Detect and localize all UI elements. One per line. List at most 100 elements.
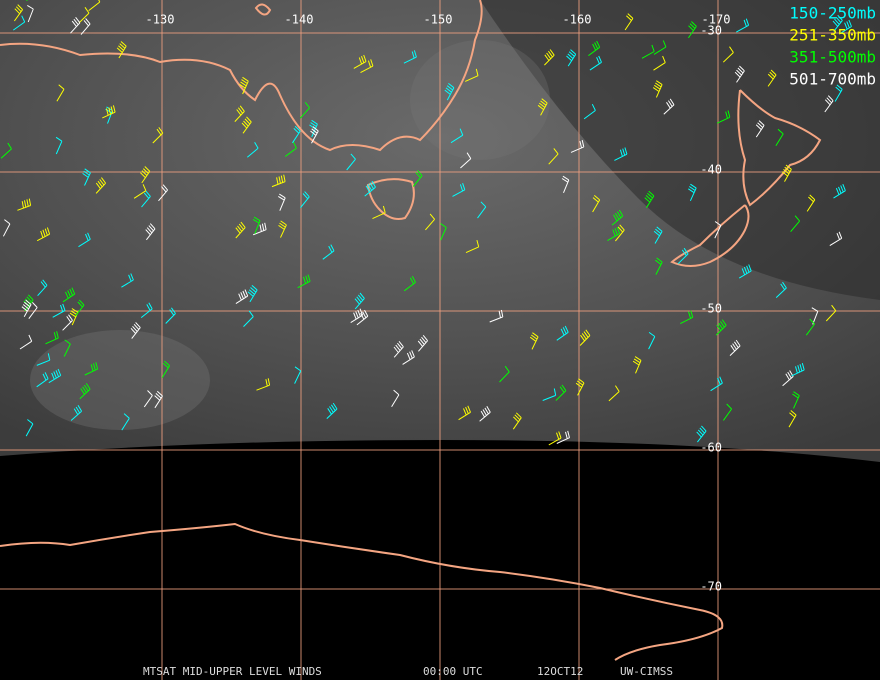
wind-barb (652, 80, 663, 98)
wind-barb (736, 18, 750, 33)
wind-barb (154, 390, 163, 409)
wind-barb (579, 329, 591, 346)
wind-barb (121, 413, 130, 431)
wind-barb (36, 372, 49, 388)
latitude-label: -60 (700, 441, 722, 455)
wind-barb (644, 190, 655, 208)
wind-barb (570, 139, 585, 153)
wind-barb (121, 273, 134, 288)
cloud (410, 40, 550, 160)
footer: MTSAT MID-UPPER LEVEL WINDS 00:00 UTC 12OC… (143, 665, 673, 678)
wind-barb (0, 142, 12, 159)
wind-barb (775, 281, 787, 298)
wind-barbs (0, 0, 852, 446)
wind-barb (556, 430, 570, 444)
footer-text: UW-CIMSS (620, 665, 673, 678)
longitude-label: -170 (702, 13, 731, 27)
wind-barb (548, 431, 562, 446)
wind-barb (806, 194, 816, 212)
wind-barb (417, 334, 428, 352)
wind-barb (235, 289, 249, 305)
wind-barb (292, 125, 301, 144)
wind-barb (715, 319, 727, 336)
wind-barb (716, 110, 731, 124)
wind-barb (839, 19, 852, 35)
wind-barb (834, 84, 843, 102)
wind-barb (588, 40, 601, 57)
wind-barb (729, 339, 741, 356)
wind-barb (130, 322, 141, 339)
wind-barb (464, 68, 479, 82)
wind-barb (69, 308, 79, 326)
wind-barb (425, 213, 435, 231)
wind-barb (326, 402, 338, 419)
wind-barb (294, 366, 302, 384)
wind-barb (297, 274, 311, 289)
wind-barb (592, 195, 601, 213)
wind-barb (696, 425, 707, 443)
tasmania-coast (366, 178, 415, 220)
wind-barb (791, 362, 805, 377)
wind-barb (444, 83, 455, 101)
wind-barb (677, 247, 689, 265)
wind-barb (161, 360, 171, 378)
wind-barb (824, 95, 834, 113)
wind-barb (561, 175, 570, 193)
wind-barb (755, 120, 765, 138)
wind-barb (589, 55, 602, 71)
wind-barb (299, 101, 310, 119)
wind-barb (21, 299, 32, 317)
latitude-label: -30 (700, 24, 722, 38)
legend: 150-250mb 251-350mb 351-500mb 501-700mb (789, 4, 876, 89)
wind-barb (63, 339, 71, 357)
wind-barb (82, 168, 91, 186)
wind-barb (75, 299, 85, 317)
wind-barb (648, 331, 656, 350)
wind-barb (440, 223, 447, 241)
wind-barb (52, 303, 66, 318)
wind-barb (460, 152, 472, 169)
wind-barb (653, 226, 663, 244)
wind-barb (143, 390, 153, 408)
footer-text: 00:00 UTC (423, 665, 483, 678)
wind-barb (832, 14, 843, 32)
wind-barb (19, 334, 33, 350)
wind-barb (404, 275, 416, 292)
legend-entry: 150-250mb (789, 4, 876, 23)
wind-barb (687, 21, 697, 39)
latitude-label: -40 (700, 163, 722, 177)
wind-barb (402, 350, 415, 365)
wind-barb (624, 13, 634, 31)
wind-barb (767, 69, 777, 87)
latitude-label: -70 (700, 580, 722, 594)
wind-barb (663, 98, 675, 115)
wind-barb (829, 231, 843, 247)
wind-barb (792, 391, 800, 409)
wind-barb (256, 378, 271, 391)
wind-barb (738, 264, 752, 279)
wind-barb (78, 232, 91, 248)
wind-barb (477, 201, 487, 219)
wind-barb (788, 410, 797, 428)
wind-barb (88, 0, 101, 11)
wind-barb (833, 184, 846, 199)
wind-barb (45, 331, 59, 345)
wind-barb (566, 49, 577, 67)
wind-barb (544, 49, 555, 66)
wind-barb (95, 177, 106, 194)
wind-barb (458, 405, 471, 421)
dry-band (480, 0, 880, 300)
wind-barb (133, 184, 147, 199)
wind-barb (781, 164, 792, 182)
wind-barb (805, 318, 816, 336)
wind-barb (310, 126, 319, 144)
axis-labels: -130 -140 -150 -160 -170-30 -40 -50 -60 -70 (146, 13, 731, 594)
wind-barb (241, 116, 252, 134)
wind-barb (70, 405, 83, 421)
wind-barb (70, 16, 81, 34)
wind-barb (2, 219, 11, 237)
wind-barb (452, 183, 466, 197)
wind-barb (611, 209, 624, 226)
wind-barb (391, 389, 400, 407)
